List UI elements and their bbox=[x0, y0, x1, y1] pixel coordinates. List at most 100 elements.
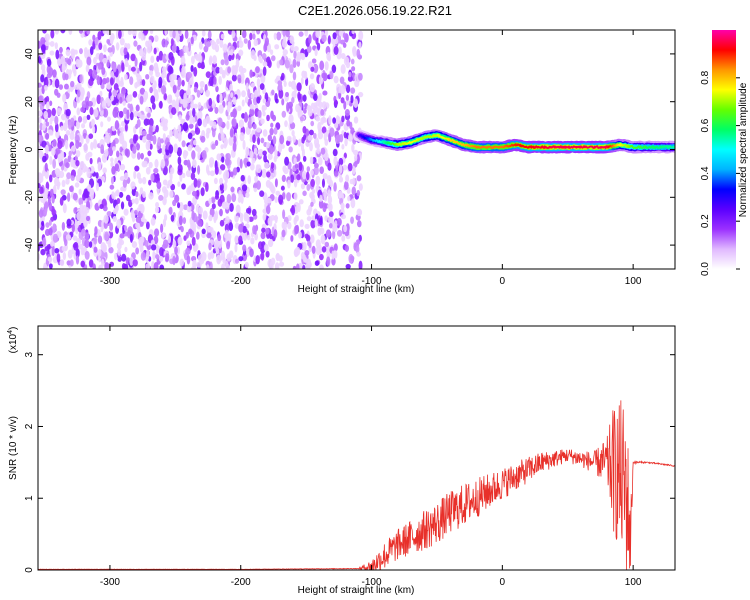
noise-speckle bbox=[110, 176, 115, 185]
noise-speckle bbox=[71, 145, 76, 152]
noise-speckle bbox=[115, 30, 119, 40]
noise-speckle bbox=[191, 190, 197, 197]
noise-speckle bbox=[178, 114, 182, 121]
noise-speckle bbox=[76, 107, 81, 116]
noise-speckle bbox=[91, 69, 97, 80]
noise-speckle bbox=[332, 224, 338, 233]
noise-speckle bbox=[175, 34, 181, 42]
noise-speckle bbox=[310, 219, 316, 229]
noise-speckle bbox=[44, 40, 50, 47]
noise-speckle bbox=[54, 177, 60, 187]
noise-speckle bbox=[189, 115, 193, 125]
noise-speckle bbox=[123, 172, 129, 181]
noise-speckle bbox=[118, 30, 122, 40]
noise-speckle bbox=[207, 30, 212, 39]
noise-speckle bbox=[302, 264, 306, 269]
noise-speckle bbox=[172, 199, 177, 207]
noise-speckle bbox=[255, 66, 260, 74]
noise-speckle bbox=[118, 191, 124, 198]
noise-speckle bbox=[220, 59, 225, 66]
noise-speckle bbox=[91, 118, 96, 128]
noise-speckle bbox=[80, 32, 85, 38]
noise-speckle bbox=[183, 45, 189, 53]
noise-speckle bbox=[347, 162, 353, 172]
noise-speckle bbox=[208, 157, 215, 166]
noise-speckle bbox=[231, 30, 236, 39]
noise-speckle bbox=[168, 144, 174, 154]
snr-y-axis-label: SNR (10 * v/v) bbox=[8, 416, 19, 480]
noise-speckle bbox=[142, 136, 147, 143]
colorbar-tick-label: 0.6 bbox=[700, 118, 711, 132]
noise-speckle bbox=[139, 95, 144, 105]
noise-speckle bbox=[197, 102, 202, 109]
noise-speckle bbox=[343, 56, 350, 66]
noise-speckle bbox=[358, 41, 362, 49]
noise-speckle bbox=[328, 216, 332, 223]
noise-speckle bbox=[46, 64, 52, 75]
noise-speckle bbox=[184, 30, 189, 40]
noise-speckle bbox=[208, 242, 212, 251]
noise-speckle bbox=[356, 48, 361, 59]
noise-speckle bbox=[309, 234, 315, 244]
noise-speckle bbox=[41, 140, 47, 148]
noise-speckle bbox=[342, 32, 346, 39]
noise-speckle bbox=[345, 84, 351, 94]
noise-speckle bbox=[43, 110, 49, 120]
noise-speckle bbox=[191, 210, 195, 221]
noise-speckle bbox=[300, 77, 304, 85]
noise-speckle bbox=[250, 237, 255, 245]
snr-x-tick-label: -300 bbox=[100, 577, 120, 588]
noise-speckle bbox=[150, 55, 155, 64]
noise-speckle bbox=[85, 100, 89, 111]
noise-speckle bbox=[132, 259, 138, 267]
noise-speckle bbox=[261, 168, 267, 179]
noise-speckle bbox=[207, 252, 212, 260]
noise-speckle bbox=[327, 35, 331, 45]
noise-speckle bbox=[70, 80, 75, 88]
noise-speckle bbox=[335, 30, 340, 36]
noise-speckle bbox=[160, 85, 167, 95]
noise-speckle bbox=[85, 153, 90, 161]
noise-speckle bbox=[59, 259, 65, 267]
noise-speckle bbox=[161, 71, 167, 79]
noise-speckle bbox=[290, 235, 294, 242]
noise-speckle bbox=[121, 253, 127, 262]
colorbar-tick-label: 0.0 bbox=[700, 262, 711, 276]
noise-speckle bbox=[306, 45, 312, 53]
noise-speckle bbox=[64, 73, 69, 81]
noise-speckle bbox=[140, 236, 145, 244]
noise-speckle bbox=[143, 90, 149, 101]
noise-speckle bbox=[230, 92, 234, 99]
noise-speckle bbox=[333, 46, 339, 55]
noise-speckle bbox=[244, 96, 249, 104]
ridge-segment bbox=[592, 145, 596, 149]
noise-speckle bbox=[42, 155, 47, 163]
noise-speckle bbox=[214, 165, 219, 175]
noise-speckle bbox=[247, 88, 251, 98]
noise-speckle bbox=[42, 263, 48, 269]
noise-speckle bbox=[52, 158, 57, 169]
noise-speckle bbox=[133, 40, 138, 47]
noise-speckle bbox=[83, 218, 88, 228]
noise-speckle bbox=[215, 66, 220, 74]
noise-speckle bbox=[187, 144, 193, 152]
ridge-segment bbox=[562, 145, 566, 148]
noise-speckle bbox=[170, 214, 175, 222]
noise-speckle bbox=[209, 170, 215, 177]
noise-speckle bbox=[84, 250, 90, 260]
noise-speckle bbox=[207, 170, 211, 176]
noise-speckle bbox=[215, 247, 220, 255]
noise-speckle bbox=[52, 233, 59, 243]
snr-frame bbox=[37, 325, 676, 571]
noise-speckle bbox=[86, 30, 91, 35]
noise-speckle bbox=[49, 41, 55, 47]
noise-speckle bbox=[336, 229, 343, 237]
noise-speckle bbox=[309, 73, 315, 80]
noise-speckle bbox=[219, 93, 223, 104]
noise-speckle bbox=[109, 51, 114, 57]
noise-speckle bbox=[195, 231, 200, 240]
noise-speckle bbox=[321, 34, 327, 43]
noise-speckle bbox=[42, 30, 47, 34]
spectrogram-y-axis-label: Frequency (Hz) bbox=[8, 116, 19, 185]
noise-speckle bbox=[106, 210, 112, 217]
